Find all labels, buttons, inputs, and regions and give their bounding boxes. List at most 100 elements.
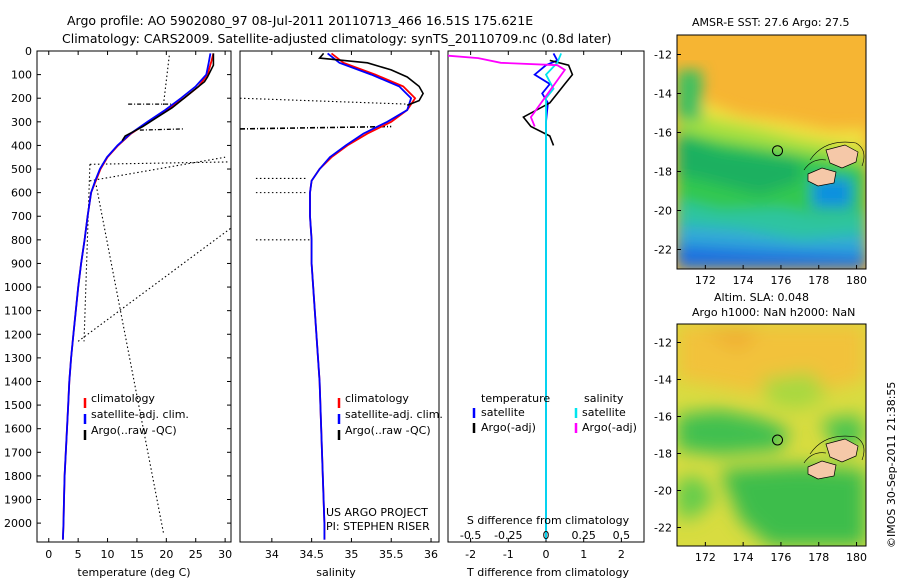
depth-tick-label: 900	[11, 257, 32, 270]
legend-label-satellite: satellite-adj. clim.	[91, 408, 189, 421]
x-tick-label: 36	[424, 548, 438, 561]
legend-label-t-argo: Argo(-adj)	[481, 421, 536, 434]
depth-tick-label: 0	[25, 45, 32, 58]
sst-map-panel: AMSR-E SST: 27.6 Argo: 27.5 172 174 176 178…	[654, 16, 867, 287]
series-line-argo-raw-qc-	[317, 52, 425, 107]
depth-tick-label: 1200	[4, 328, 32, 341]
imos-credit: ©IMOS 30-Sep-2011 21:38:55	[885, 382, 898, 548]
legend-label-climatology: climatology	[345, 392, 409, 405]
x-tick-label: -2	[465, 548, 476, 561]
map-y-tick-label: -12	[654, 337, 672, 350]
temperature-ticks: 0 5 10 15 20 25 30	[45, 51, 232, 561]
salinity-legend: climatology satellite-adj. clim. Argo(..…	[337, 392, 443, 440]
qc-dotted-line	[95, 183, 164, 533]
salinity-qc-dotted-lines	[239, 97, 408, 241]
sla-map-ticks: 172 174 176 178 180 -12 -14 -16 -18 -20 -22	[654, 337, 867, 565]
depth-tick-label: 1000	[4, 281, 32, 294]
sst-map-field	[677, 35, 866, 269]
sst-map-title: AMSR-E SST: 27.6 Argo: 27.5	[692, 16, 850, 29]
qc-dotted-line	[89, 156, 226, 182]
x-tick-label: 1	[580, 548, 587, 561]
x-tick-label: 35	[344, 548, 358, 561]
s-difference-tick-label: 0.5	[613, 529, 631, 542]
map-y-tick-label: -22	[654, 244, 672, 257]
series-line-satellite-adj-clim-	[62, 53, 212, 540]
sla-map-title-line2: Argo h1000: NaN h2000: NaN	[692, 306, 855, 319]
legend-label-s-satellite: satellite	[582, 406, 626, 419]
map-x-tick-label: 172	[695, 551, 716, 564]
difference-panel: -2 -1 0 1 2 -0.5 -0.25 0 0.25 0.5 S difference f…	[447, 50, 645, 579]
depth-tick-label: 1100	[4, 305, 32, 318]
map-x-tick-label: 174	[733, 274, 754, 287]
x-tick-label: 0	[45, 548, 52, 561]
map-x-tick-label: 176	[770, 274, 791, 287]
series-line-argo-raw-qc-	[121, 53, 215, 142]
salinity-ticks: 34 34.5 35 35.5 36	[265, 51, 438, 561]
map-y-tick-label: -16	[654, 127, 672, 140]
legend-label-argo: Argo(..raw -QC)	[345, 424, 431, 437]
argo-position-marker	[772, 145, 783, 157]
figure-title-line2: Climatology: CARS2009. Satellite-adjuste…	[62, 31, 612, 46]
map-x-tick-label: 178	[808, 551, 829, 564]
x-tick-label: 15	[130, 548, 144, 561]
depth-tick-label: 200	[11, 92, 32, 105]
sst-map-axes	[676, 34, 867, 270]
legend-title-temperature: temperature	[481, 392, 550, 405]
depth-tick-label: 1400	[4, 375, 32, 388]
map-y-tick-label: -16	[654, 411, 672, 424]
temperature-qc-dotted-lines	[77, 55, 232, 533]
x-tick-label: 34.5	[299, 548, 324, 561]
s-difference-tick-label: -0.25	[494, 529, 522, 542]
temperature-panel: 0100200300400500600700800900100011001200…	[4, 45, 644, 579]
s-difference-label: S difference from climatology	[467, 514, 630, 527]
x-tick-label: 10	[101, 548, 115, 561]
temperature-xlabel: temperature (deg C)	[77, 566, 190, 579]
x-tick-label: 25	[189, 548, 203, 561]
figure-title-line1: Argo profile: AO 5902080_97 08-Jul-2011 …	[67, 13, 533, 28]
legend-title-salinity: salinity	[584, 392, 624, 405]
legend-label-s-argo: Argo(-adj)	[582, 421, 637, 434]
series-line-t-argo-adj-	[522, 59, 574, 146]
depth-tick-label: 400	[11, 139, 32, 152]
salinity-panel: 34 34.5 35 35.5 36 salinity climatology sate…	[239, 50, 443, 579]
map-x-tick-label: 180	[846, 551, 867, 564]
s-difference-tick-label: 0	[543, 529, 550, 542]
map-y-tick-label: -12	[654, 49, 672, 62]
x-tick-label: -1	[503, 548, 514, 561]
t-difference-xlabel: T difference from climatology	[466, 566, 629, 579]
qc-dotted-line	[89, 161, 229, 165]
map-y-tick-label: -20	[654, 485, 672, 498]
salinity-axes	[239, 50, 440, 543]
map-y-tick-label: -18	[654, 448, 672, 461]
x-tick-label: 35.5	[379, 548, 404, 561]
depth-tick-label: 600	[11, 187, 32, 200]
depth-tick-label: 700	[11, 210, 32, 223]
s-difference-tick-label: 0.25	[571, 529, 596, 542]
legend-label-climatology: climatology	[91, 392, 155, 405]
salinity-series	[309, 52, 425, 540]
temperature-legend: climatology satellite-adj. clim. Argo(..…	[83, 392, 189, 440]
legend-label-satellite: satellite-adj. clim.	[345, 408, 443, 421]
x-tick-label: 34	[265, 548, 279, 561]
depth-tick-label: 300	[11, 116, 32, 129]
legend-label-t-satellite: satellite	[481, 406, 525, 419]
map-x-tick-label: 176	[770, 551, 791, 564]
s-difference-tick-label: -0.5	[460, 529, 481, 542]
legend-label-argo: Argo(..raw -QC)	[91, 424, 177, 437]
depth-tick-label: 1900	[4, 494, 32, 507]
map-y-tick-label: -14	[654, 88, 672, 101]
s-difference-ticks: -0.5 -0.25 0 0.25 0.5	[460, 529, 630, 542]
pi-annotation: PI: STEPHEN RISER	[326, 520, 430, 533]
qc-dotted-line	[83, 164, 91, 342]
x-tick-label: 5	[75, 548, 82, 561]
map-x-tick-label: 174	[733, 551, 754, 564]
sla-map-panel: Altim. SLA: 0.048 Argo h1000: NaN h2000:…	[654, 291, 867, 564]
sla-map-field	[677, 324, 866, 546]
difference-series	[447, 52, 574, 540]
qc-dotted-line	[162, 55, 170, 106]
t-difference-ticks: -2 -1 0 1 2	[465, 51, 625, 561]
sla-map-axes	[676, 323, 867, 547]
x-tick-label: 0	[543, 548, 550, 561]
argo-position-marker	[772, 434, 783, 446]
